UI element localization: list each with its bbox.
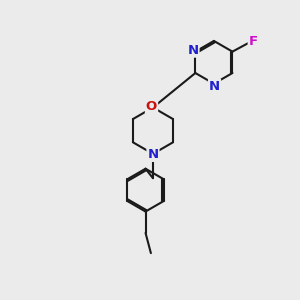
Text: N: N: [147, 148, 158, 161]
Text: N: N: [188, 44, 199, 57]
Text: F: F: [249, 35, 258, 48]
Text: N: N: [209, 80, 220, 93]
Text: O: O: [146, 100, 157, 113]
